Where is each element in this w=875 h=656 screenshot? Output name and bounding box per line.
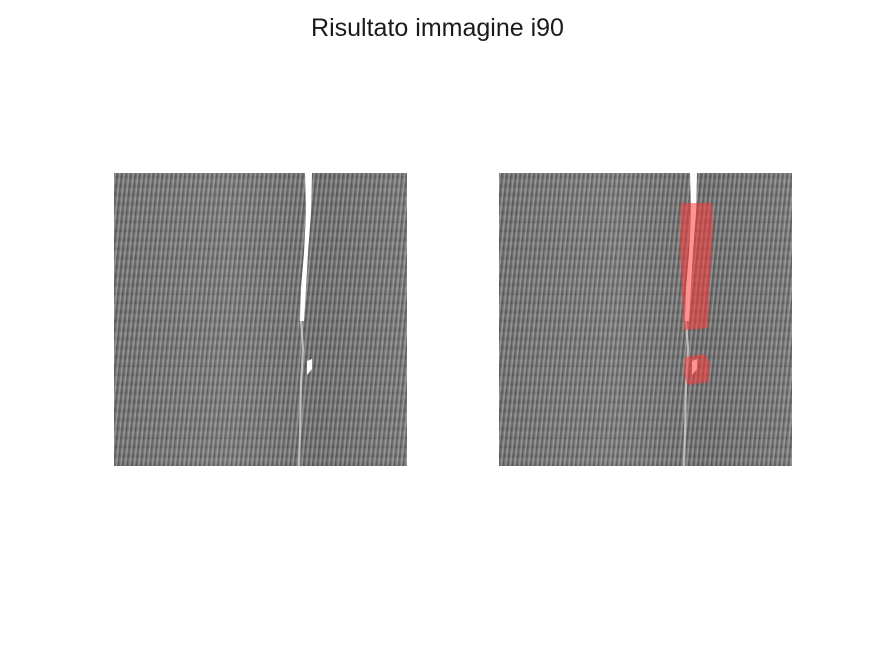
result-image-panel: [499, 173, 792, 466]
defect-trace: [683, 320, 690, 466]
defect-blob: [307, 359, 312, 375]
detection-region-lower: [684, 354, 710, 385]
defect-trace: [298, 320, 305, 466]
original-image-panel: [114, 173, 407, 466]
defect-layer: [298, 173, 312, 466]
defect-line: [300, 173, 312, 321]
fabric-texture: [114, 173, 407, 466]
figure-title: Risultato immagine i90: [311, 14, 564, 42]
defect-layer: [680, 173, 713, 466]
detection-region-upper: [680, 203, 713, 330]
fabric-texture: [499, 173, 792, 466]
